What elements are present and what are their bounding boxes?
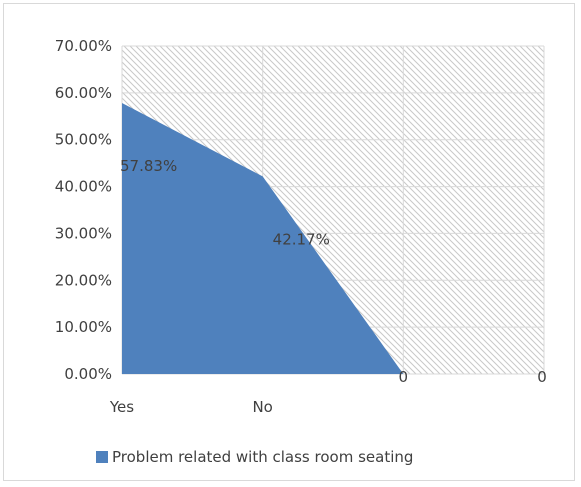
y-tick-label: 30.00% [55, 224, 112, 242]
y-tick-label: 50.00% [55, 131, 112, 149]
y-tick-label: 70.00% [55, 37, 112, 55]
legend: Problem related with class room seating [96, 448, 413, 466]
axis-labels: 0.00% 10.00% 20.00% 30.00% 40.00% 50.00% 60.00… [55, 37, 273, 416]
x-tick-label: No [252, 398, 272, 416]
y-tick-label: 10.00% [55, 318, 112, 336]
y-tick-label: 0.00% [64, 365, 112, 383]
data-label: 0 [399, 368, 409, 386]
legend-label: Problem related with class room seating [112, 448, 414, 466]
y-tick-label: 20.00% [55, 271, 112, 289]
data-label: 42.17% [273, 230, 330, 248]
data-label: 0 [537, 368, 547, 386]
legend-swatch [96, 451, 108, 463]
data-labels: 57.83% 42.17% 0 0 [120, 157, 547, 386]
area-series [122, 103, 544, 374]
y-tick-label: 40.00% [55, 178, 112, 196]
series-layer [122, 103, 544, 374]
gridlines [121, 45, 545, 375]
data-label: 57.83% [120, 157, 177, 175]
x-tick-label: Yes [109, 398, 134, 416]
y-tick-label: 60.00% [55, 84, 112, 102]
